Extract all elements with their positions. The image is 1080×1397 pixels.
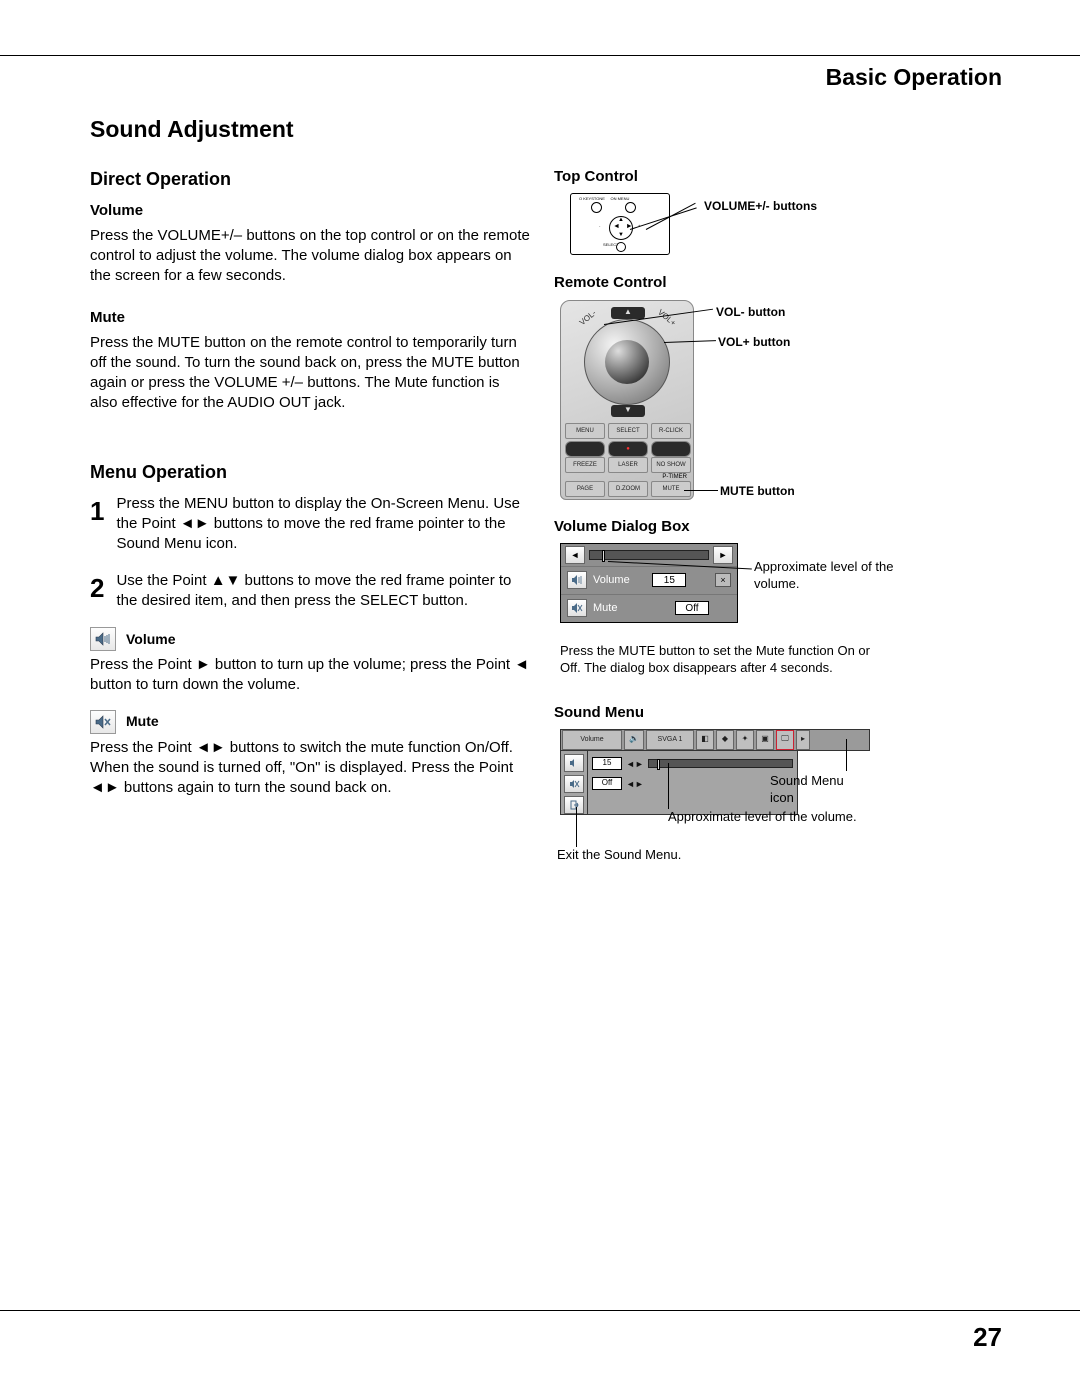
sound-menu-heading: Sound Menu bbox=[554, 703, 1002, 723]
top-control-heading: Top Control bbox=[554, 167, 1002, 187]
sound-menu-diagram: Volume 🔊 SVGA 1 ◧ ◆ ✦ ▣ 🖵 ▸ bbox=[560, 729, 870, 815]
step-1: 1 Press the MENU button to display the O… bbox=[90, 494, 530, 555]
volume-buttons-callout: VOLUME+/- buttons bbox=[704, 199, 817, 213]
exit-note: Exit the Sound Menu. bbox=[557, 847, 681, 864]
mute-icon-label: Mute bbox=[126, 712, 159, 731]
volume-icon-label: Volume bbox=[126, 630, 176, 649]
step-text: Press the MENU button to display the On-… bbox=[116, 494, 530, 555]
mute-menu-text: Press the Point ◄► buttons to switch the… bbox=[90, 738, 530, 799]
sm-volume-icon bbox=[564, 754, 584, 772]
direct-operation-heading: Direct Operation bbox=[90, 167, 530, 191]
sm-exit-icon bbox=[564, 796, 584, 814]
mute-small-icon bbox=[567, 599, 587, 617]
step-number: 2 bbox=[90, 571, 104, 606]
volume-icon bbox=[90, 627, 116, 651]
vol-minus-callout: VOL- button bbox=[716, 304, 785, 320]
volume-subhead: Volume bbox=[90, 201, 530, 221]
left-column: Direct Operation Volume Press the VOLUME… bbox=[90, 167, 530, 820]
mute-subhead: Mute bbox=[90, 308, 530, 328]
remote-control-heading: Remote Control bbox=[554, 273, 1002, 293]
volume-dialog-diagram: ◄ ► Volume 15 × Mute Of bbox=[560, 543, 738, 623]
step-2: 2 Use the Point ▲▼ buttons to move the r… bbox=[90, 571, 530, 612]
approx-level-note-2: Approximate level of the volume. bbox=[668, 809, 857, 826]
mute-caption: Press the MUTE button to set the Mute fu… bbox=[560, 643, 890, 677]
remote-control-diagram: VOL- VOL+ ▲ ▼ MENU SELECT R-CLICK bbox=[560, 300, 900, 505]
volume-paragraph: Press the VOLUME+/– buttons on the top c… bbox=[90, 226, 530, 287]
volume-small-icon bbox=[567, 571, 587, 589]
chapter-header: Basic Operation bbox=[826, 62, 1002, 93]
page-title: Sound Adjustment bbox=[90, 114, 1002, 145]
vol-plus-callout: VOL+ button bbox=[718, 334, 790, 350]
step-number: 1 bbox=[90, 494, 104, 529]
step-text: Use the Point ▲▼ buttons to move the red… bbox=[116, 571, 530, 612]
mute-icon bbox=[90, 710, 116, 734]
volume-menu-text: Press the Point ► button to turn up the … bbox=[90, 655, 530, 696]
approx-level-note: Approximate level of the volume. bbox=[754, 559, 894, 593]
sm-mute-icon bbox=[564, 775, 584, 793]
sound-menu-icon-note: Sound Menu icon bbox=[770, 773, 870, 807]
mute-paragraph: Press the MUTE button on the remote cont… bbox=[90, 333, 530, 414]
volume-dialog-heading: Volume Dialog Box bbox=[554, 517, 1002, 537]
right-column: Top Control O KEYSTONE ON MENU ◄ ► ▲ ▼ S… bbox=[554, 167, 1002, 820]
page-number: 27 bbox=[973, 1320, 1002, 1355]
mute-callout: MUTE button bbox=[720, 483, 795, 499]
menu-operation-heading: Menu Operation bbox=[90, 460, 530, 484]
